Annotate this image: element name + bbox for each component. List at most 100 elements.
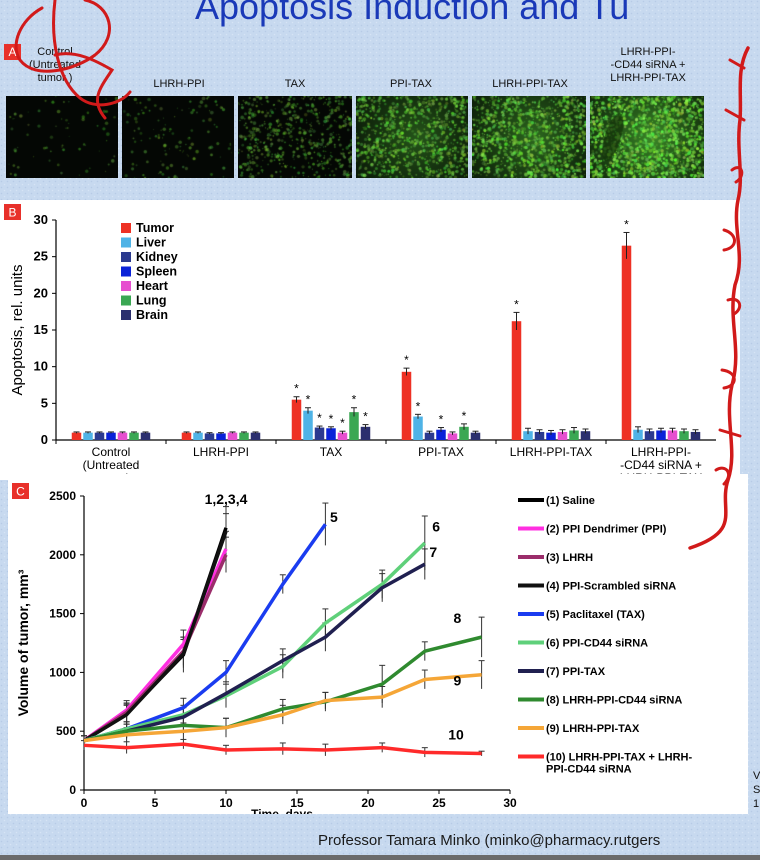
y-tick-label: 30 [34, 212, 48, 227]
y-tick-label: 0 [41, 432, 48, 447]
bar-heart [447, 433, 458, 440]
bar-brain [470, 432, 481, 440]
curve-label: 10 [448, 726, 464, 742]
bottom-note-2: S [753, 784, 760, 796]
bar-brain [580, 431, 591, 440]
legend-label-1: (1) Saline [546, 495, 595, 507]
legend-swatch-brain [121, 310, 131, 320]
legend-label-9: (9) LHRH-PPI-TAX [546, 723, 640, 735]
legend-swatch-tumor [121, 223, 131, 233]
x-tick-label: 10 [219, 796, 233, 810]
y-tick-label: 25 [34, 249, 48, 264]
bar-liver [83, 432, 93, 440]
panel-label-c: C [16, 485, 25, 499]
footer-bar [0, 855, 760, 860]
legend-label-spleen: Spleen [136, 265, 177, 279]
y-axis-label: Volume of tumor, mm³ [15, 569, 31, 716]
bar-tumor [511, 321, 522, 440]
y-tick-label: 2000 [49, 548, 76, 562]
bar-heart [337, 432, 348, 440]
bar-liver [193, 432, 203, 440]
slide-title: Apoptosis Induction and Tu [195, 0, 630, 27]
series-line-9 [83, 673, 482, 743]
legend-label-4: (4) PPI-Scrambled siRNA [546, 581, 676, 593]
bar-lung [239, 432, 249, 440]
bar-kidney [424, 432, 435, 440]
y-tick-label: 1000 [49, 665, 76, 679]
bar-tumor [71, 432, 82, 440]
legend-label-lung: Lung [136, 294, 167, 308]
bar-liver [633, 429, 643, 440]
bottom-note-3: 1 [753, 798, 760, 810]
significance-marker: * [404, 353, 409, 367]
bar-heart [557, 431, 568, 440]
significance-marker: * [294, 382, 299, 396]
y-tick-label: 0 [69, 783, 76, 797]
x-tick-label: PPI-TAX [418, 445, 464, 459]
curve-label: 5 [330, 509, 338, 525]
legend-label-3: (3) LHRH [546, 552, 593, 564]
panel-a-label-control: Control (Untreated tumor ) [29, 46, 81, 84]
legend-swatch-heart [121, 281, 131, 291]
bar-lung [679, 431, 689, 440]
y-tick-label: 20 [34, 285, 48, 300]
significance-marker: * [340, 416, 345, 430]
series-line-4 [83, 530, 228, 743]
footer-credit: Professor Tamara Minko (minko@pharmacy.r… [318, 832, 661, 849]
x-tick-label: 0 [81, 796, 88, 810]
legend-label-8: (8) LHRH-PPI-CD44 siRNA [546, 695, 682, 707]
bar-heart [227, 432, 238, 440]
bar-kidney [314, 427, 325, 440]
legend-swatch-lung [121, 295, 131, 306]
legend-swatch-kidney [121, 252, 131, 262]
x-tick-label: 5 [152, 796, 159, 810]
chart-c-tumor-volume: C 0 500 1000 1500 2000 2500 0 5 10 15 20 25 30 Time, d… [8, 474, 748, 814]
bar-lung [459, 426, 469, 440]
panel-a-label-lhrh-ppi: LHRH-PPI [153, 78, 205, 90]
bar-liver [413, 416, 423, 440]
significance-marker: * [416, 399, 421, 413]
x-tick-label: 30 [503, 796, 517, 810]
micrograph-control [6, 96, 118, 178]
y-tick-label: 5 [41, 395, 48, 410]
bar-spleen [436, 429, 446, 440]
legend-label-kidney: Kidney [136, 250, 178, 264]
significance-marker: * [439, 413, 444, 427]
curve-label: 1,2,3,4 [205, 491, 248, 507]
bar-lung [349, 412, 359, 440]
significance-marker: * [514, 297, 519, 311]
bar-spleen [216, 433, 226, 440]
legend-label-2: (2) PPI Dendrimer (PPI) [546, 524, 667, 536]
bar-kidney [534, 431, 545, 440]
bar-liver [523, 431, 533, 440]
significance-marker: * [462, 409, 467, 423]
x-tick-label: TAX [320, 445, 342, 459]
y-tick-label: 2500 [49, 489, 76, 503]
bar-brain [140, 432, 151, 440]
panel-a-label-combo: LHRH-PPI- -CD44 siRNA + LHRH-PPI-TAX [610, 46, 686, 84]
panel-label-a: A [4, 44, 21, 60]
bar-heart [667, 430, 678, 440]
bar-lung [129, 432, 139, 440]
bar-tumor [181, 432, 192, 440]
significance-marker: * [363, 410, 368, 424]
micrograph-tax [238, 96, 352, 178]
x-axis-label: Time, days [251, 807, 313, 814]
bottom-note-1: V [753, 770, 760, 782]
significance-marker: * [317, 411, 322, 425]
x-tick-label: LHRH-PPI [193, 445, 249, 459]
legend-label-liver: Liver [136, 236, 166, 250]
y-tick-label: 10 [34, 359, 48, 374]
plot-background [8, 474, 748, 814]
curve-label: 6 [432, 518, 440, 534]
legend-label-heart: Heart [136, 279, 169, 293]
legend-swatch-liver [121, 237, 131, 248]
series-line-6 [83, 541, 427, 743]
bar-spleen [546, 432, 556, 440]
legend-label-6: (6) PPI-CD44 siRNA [546, 638, 648, 650]
curve-label: 8 [454, 610, 462, 626]
bar-spleen [656, 430, 666, 440]
x-tick-label: 15 [290, 796, 304, 810]
